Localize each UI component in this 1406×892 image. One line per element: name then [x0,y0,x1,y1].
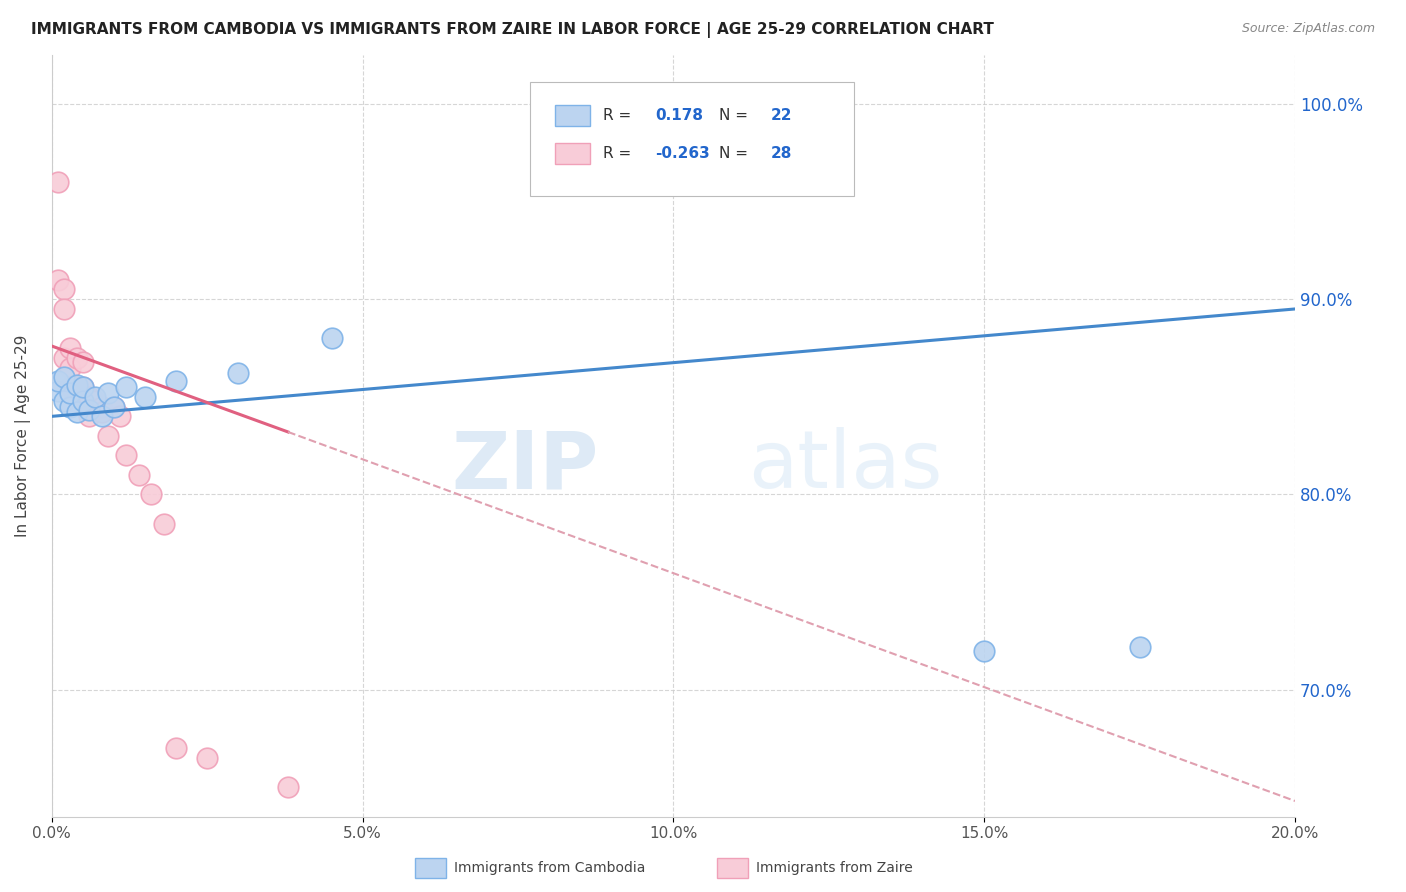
Text: 22: 22 [770,108,792,123]
Point [90,400,112,414]
Point [72,393,94,408]
Point [195,751,218,765]
Y-axis label: In Labor Force | Age 25-29: In Labor Force | Age 25-29 [15,334,31,537]
Point [46,374,69,388]
Point [226,367,249,381]
Point [72,393,94,408]
Point [72,354,94,368]
Point [90,409,112,424]
Point [53,301,76,316]
Point [165,741,187,756]
Text: atlas: atlas [748,427,942,506]
Point [141,487,163,501]
Text: Source: ZipAtlas.com: Source: ZipAtlas.com [1241,22,1375,36]
Text: Immigrants from Cambodia: Immigrants from Cambodia [454,861,645,875]
Point [66,378,89,392]
Text: IMMIGRANTS FROM CAMBODIA VS IMMIGRANTS FROM ZAIRE IN LABOR FORCE | AGE 25-29 COR: IMMIGRANTS FROM CAMBODIA VS IMMIGRANTS F… [31,22,994,38]
Point [59,400,82,414]
Point [77,403,100,417]
Text: 0.178: 0.178 [655,108,703,123]
Text: -0.263: -0.263 [655,146,710,161]
Point [66,380,89,394]
Point [973,643,995,657]
Point [46,175,69,189]
Text: ZIP: ZIP [451,427,599,506]
Point [103,400,125,414]
Point [59,341,82,355]
Point [165,374,187,388]
Text: R =: R = [603,146,636,161]
Point [72,380,94,394]
Point [84,393,107,408]
Point [90,405,112,419]
FancyBboxPatch shape [530,82,853,196]
Point [115,380,138,394]
Point [128,467,150,482]
Point [108,409,131,424]
Point [53,351,76,365]
Point [66,351,89,365]
Point [59,385,82,400]
Point [103,400,125,414]
Point [1129,640,1152,654]
Point [53,282,76,296]
Point [77,390,100,404]
Point [53,393,76,408]
FancyBboxPatch shape [555,104,591,126]
Text: Immigrants from Zaire: Immigrants from Zaire [756,861,912,875]
Point [134,390,156,404]
Point [152,516,174,531]
Point [46,384,69,398]
Point [97,429,120,443]
Text: 28: 28 [770,146,792,161]
FancyBboxPatch shape [555,143,591,164]
Text: N =: N = [720,108,754,123]
Point [72,380,94,394]
Point [115,449,138,463]
Point [277,780,299,795]
Text: N =: N = [720,146,754,161]
Point [84,390,107,404]
Point [46,273,69,287]
Text: R =: R = [603,108,636,123]
Point [53,370,76,384]
Point [59,360,82,375]
Point [77,409,100,424]
Point [321,331,343,345]
Point [66,405,89,419]
Point [59,380,82,394]
Point [97,385,120,400]
